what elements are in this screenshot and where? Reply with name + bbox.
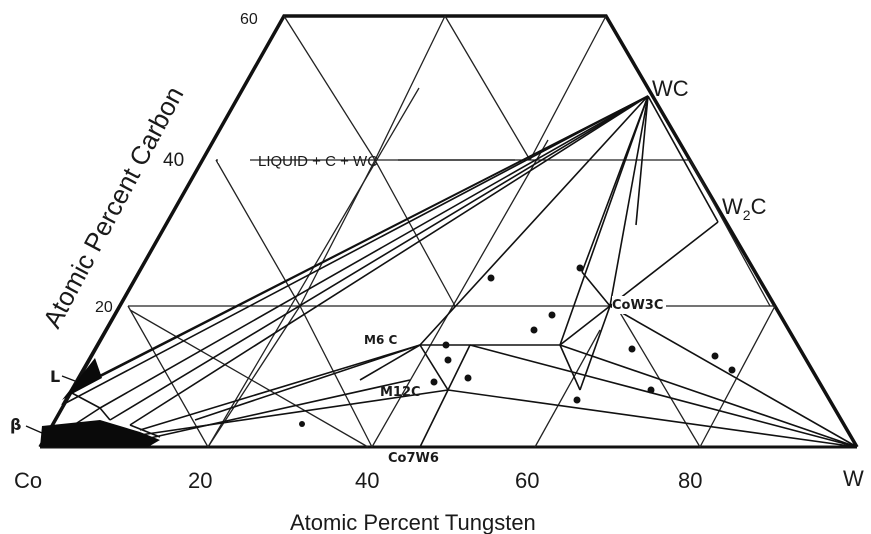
label-co7w6: Co7W6 — [388, 451, 439, 466]
corner-label-co: Co — [14, 468, 42, 493]
bottom-tick-20: 20 — [188, 468, 212, 493]
bottom-tick-40: 40 — [355, 468, 379, 493]
left-axis-title: Atomic Percent Carbon — [37, 81, 190, 332]
label-cow3c-bg — [612, 296, 666, 314]
experimental-points — [299, 264, 736, 427]
label-m6c: M6 C — [364, 333, 397, 347]
label-liquid-l: L — [50, 367, 60, 386]
left-tick-40: 40 — [163, 150, 184, 171]
corner-label-w: W — [843, 466, 864, 491]
bottom-axis-title: Atomic Percent Tungsten — [290, 510, 536, 534]
label-cow3c: CoW3C — [612, 298, 663, 313]
label-w2c: W2C — [722, 194, 767, 223]
left-tick-20: 20 — [95, 299, 113, 316]
left-tick-60: 60 — [240, 11, 258, 28]
label-liquid-c-wc: LIQUID + C + WC — [258, 153, 378, 170]
phase-boundaries — [39, 79, 858, 448]
label-w2c-c: C — [751, 194, 767, 219]
leader-l — [61, 375, 76, 382]
bottom-tick-60: 60 — [515, 468, 539, 493]
label-w2c-w: W — [722, 194, 743, 219]
label-wc: WC — [652, 76, 689, 101]
label-beta: β — [10, 415, 21, 434]
leader-beta — [25, 425, 43, 434]
label-m12c: M12C — [380, 385, 421, 400]
bottom-tick-80: 80 — [678, 468, 702, 493]
label-w2c-sub: 2 — [743, 207, 751, 223]
black-phase-regions — [40, 358, 160, 447]
